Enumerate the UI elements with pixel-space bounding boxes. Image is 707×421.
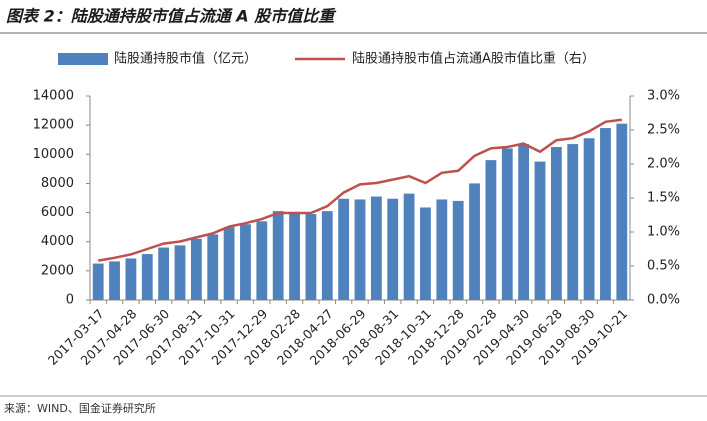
bar — [141, 254, 153, 300]
bar — [223, 227, 235, 300]
legend-label: 陆股通持股市值占流通A股市值比重（右） — [352, 51, 595, 67]
y2-tick-label: 0.5% — [647, 259, 680, 274]
bar — [518, 144, 530, 300]
bar — [452, 200, 464, 300]
bar — [125, 258, 137, 300]
bar — [550, 147, 562, 300]
legend-swatch — [58, 53, 108, 65]
bar — [387, 198, 399, 300]
bar — [256, 221, 268, 300]
bar — [501, 148, 513, 300]
bar — [92, 263, 104, 300]
y2-tick-label: 1.0% — [647, 225, 680, 240]
y2-tick-label: 2.0% — [647, 157, 680, 172]
bar — [469, 183, 480, 300]
y-tick-label: 2000 — [41, 263, 74, 278]
bar — [436, 199, 448, 300]
y-tick-label: 10000 — [33, 147, 74, 162]
y-tick-label: 8000 — [41, 176, 74, 191]
y-tick-label: 14000 — [33, 89, 74, 104]
bar — [567, 144, 579, 300]
y-tick-label: 0 — [66, 293, 74, 308]
y2-tick-label: 0.0% — [647, 293, 680, 308]
bar — [534, 161, 546, 300]
line — [97, 118, 622, 262]
y-tick-label: 6000 — [41, 205, 74, 220]
bar — [403, 193, 415, 300]
bar — [158, 247, 170, 300]
bar — [583, 138, 595, 300]
bar — [321, 211, 333, 300]
y-tick-label: 12000 — [33, 118, 74, 133]
bar — [420, 207, 431, 300]
y-tick-label: 4000 — [41, 234, 74, 249]
bar — [305, 214, 317, 300]
bar — [338, 198, 350, 300]
bar — [370, 196, 382, 300]
legend-label: 陆股通持股市值（亿元） — [114, 51, 257, 67]
bar — [190, 238, 202, 300]
bar — [109, 261, 120, 300]
bar — [174, 245, 186, 300]
y2-tick-label: 1.5% — [647, 191, 680, 206]
bar — [600, 128, 611, 300]
bar — [485, 160, 497, 300]
y2-tick-label: 2.5% — [647, 123, 680, 138]
bar — [207, 234, 219, 300]
bar — [289, 212, 300, 300]
chart-title: 图表 2：陆股通持股市值占流通 A 股市值比重 — [6, 7, 337, 26]
y2-tick-label: 3.0% — [647, 89, 680, 104]
source: 来源：WIND、国金证券研究所 — [4, 401, 156, 415]
bar — [272, 211, 284, 300]
bar — [240, 224, 251, 300]
bar — [354, 199, 366, 300]
bar — [616, 123, 628, 300]
